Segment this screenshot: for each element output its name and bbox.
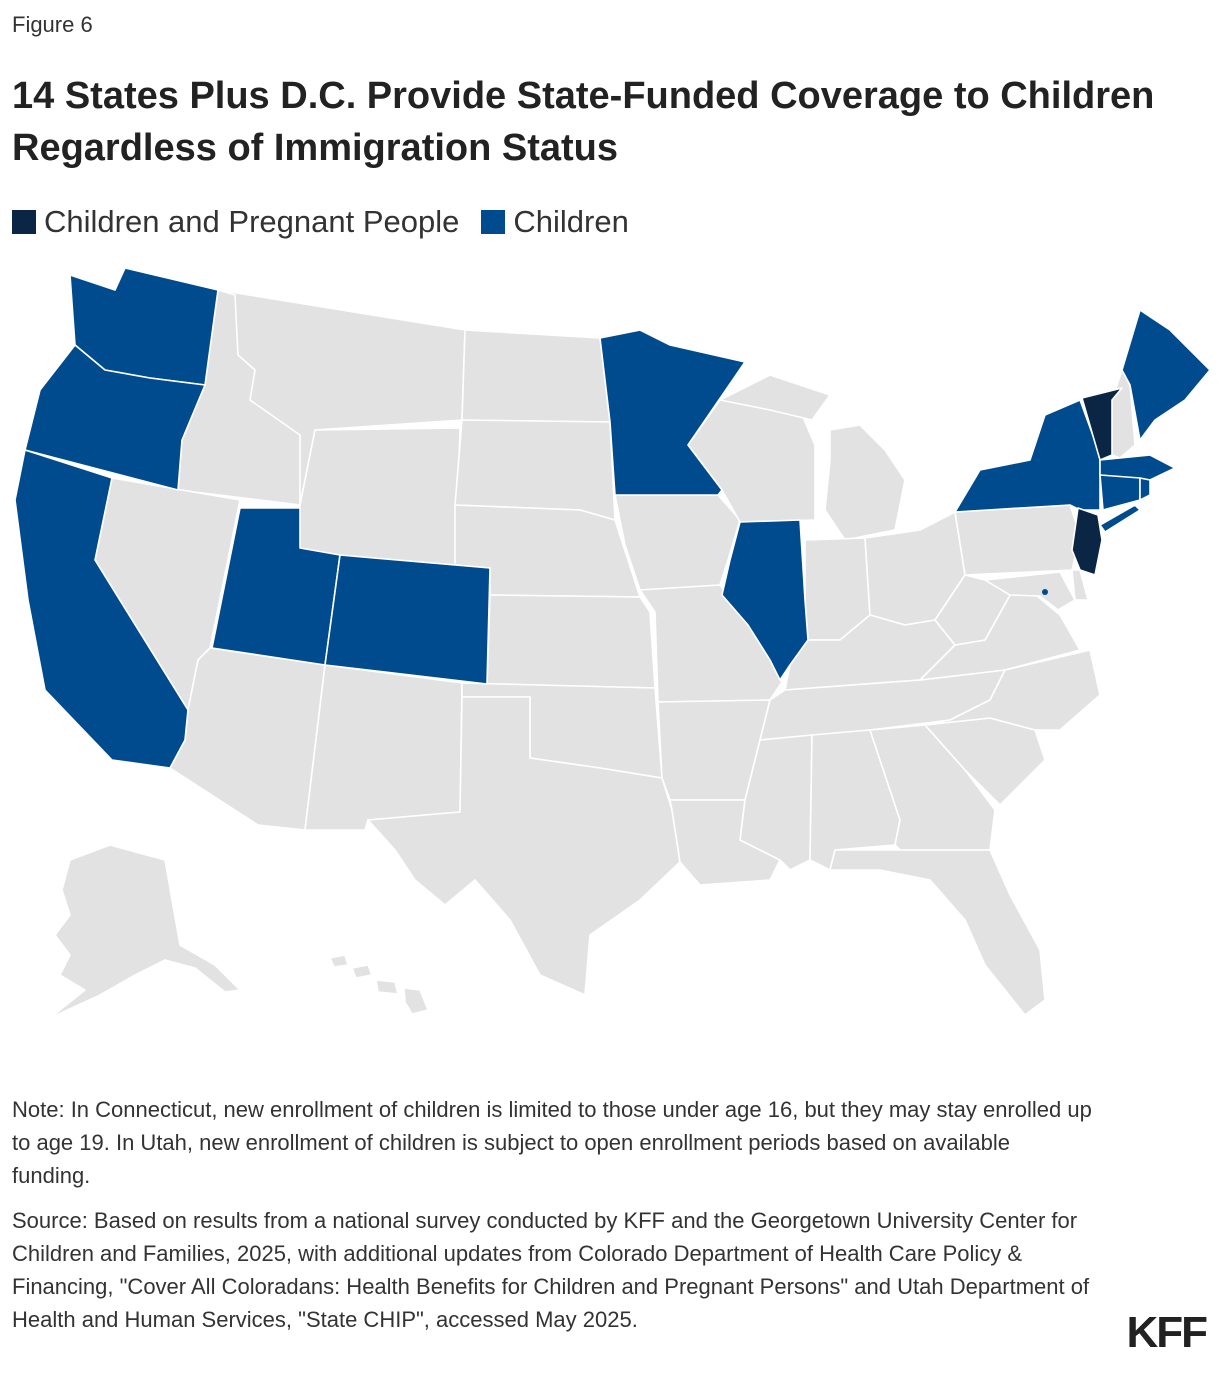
state-minnesota[interactable] <box>599 329 746 496</box>
legend-label-children: Children <box>513 204 629 239</box>
state-vermont[interactable] <box>1081 387 1123 461</box>
map-children-layer <box>14 267 1211 769</box>
state-maine[interactable] <box>1121 309 1211 441</box>
state-kansas[interactable] <box>486 594 656 689</box>
source-text: Source: Based on results from a national… <box>12 1208 1090 1332</box>
state-south-dakota[interactable] <box>454 419 616 521</box>
map-children-and-pregnant-layer <box>1071 387 1123 576</box>
legend-item-children-and-pregnant: Children and Pregnant People <box>12 204 459 240</box>
state-iowa[interactable] <box>614 494 741 591</box>
state-north-dakota[interactable] <box>461 329 611 423</box>
state-new-york[interactable] <box>954 399 1101 513</box>
us-map <box>14 267 1211 1019</box>
chart-title: 14 States Plus D.C. Provide State-Funded… <box>12 75 1155 169</box>
state-alaska[interactable] <box>49 844 241 1019</box>
note-text: Note: In Connecticut, new enrollment of … <box>12 1097 1092 1188</box>
state-delaware[interactable] <box>1071 569 1089 601</box>
kff-logo: KFF <box>1126 1308 1208 1357</box>
state-oregon[interactable] <box>24 344 206 491</box>
legend-swatch-children <box>481 210 506 234</box>
state-new-york-long-island[interactable] <box>1099 504 1141 533</box>
state-illinois[interactable] <box>721 519 809 681</box>
state-michigan[interactable] <box>719 374 906 541</box>
state-california[interactable] <box>14 449 189 769</box>
state-florida[interactable] <box>829 849 1046 1016</box>
state-colorado[interactable] <box>324 554 491 685</box>
figure-label: Figure 6 <box>12 12 93 37</box>
state-rhode-island[interactable] <box>1139 477 1151 501</box>
state-maryland[interactable] <box>984 571 1076 611</box>
state-north-carolina[interactable] <box>924 649 1101 731</box>
state-texas[interactable] <box>367 696 681 996</box>
state-new-mexico[interactable] <box>304 664 463 831</box>
map-base-layer <box>49 289 1136 1019</box>
state-pennsylvania[interactable] <box>954 504 1081 576</box>
state-hawaii[interactable] <box>329 954 429 1015</box>
state-new-jersey[interactable] <box>1071 507 1103 576</box>
state-district-of-columbia[interactable] <box>1042 589 1048 595</box>
legend-swatch-children-and-pregnant <box>12 210 36 234</box>
legend-label-children-and-pregnant: Children and Pregnant People <box>44 204 460 239</box>
legend-item-children: Children <box>481 204 629 240</box>
state-massachusetts[interactable] <box>1099 454 1176 481</box>
legend: Children and Pregnant People Children <box>12 204 651 240</box>
